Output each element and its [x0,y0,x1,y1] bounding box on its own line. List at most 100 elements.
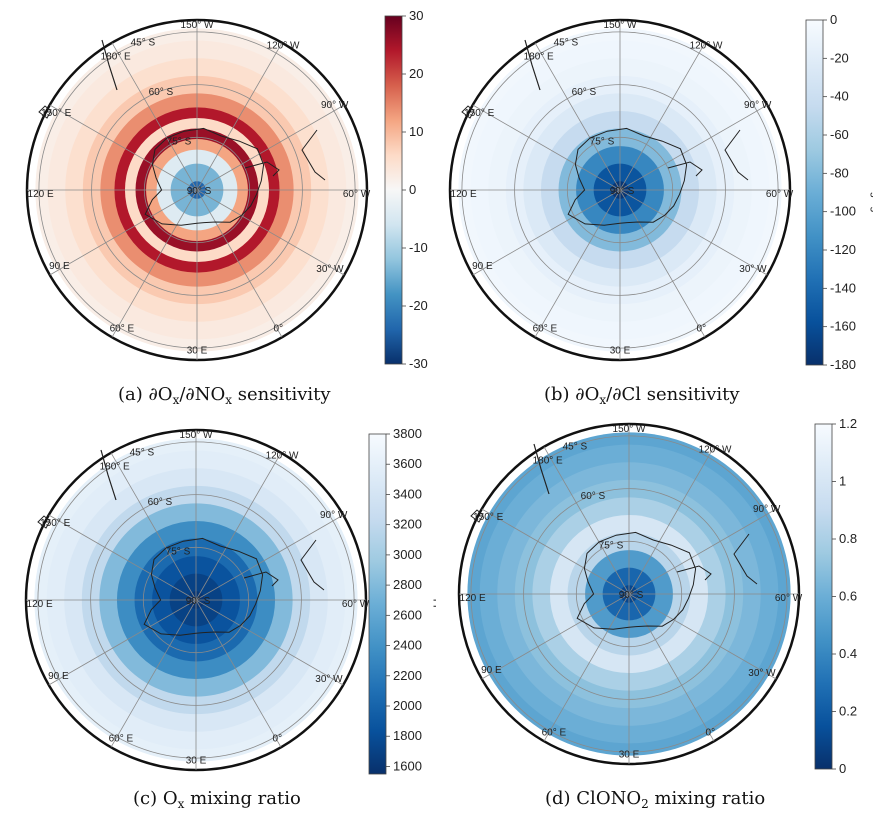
panel-b: 150° W 120° W 90° W 60° W 30° W 0° 30 E 60° E 90… [436,0,873,410]
longitude-label: 30° W [316,264,344,275]
colorbar-tick-label: -180 [830,357,856,372]
meridian-line [195,452,282,601]
colorbar-tick-label: 0 [830,12,837,27]
panel-a: 150° W 120° W 90° W 60° W 30° W 0° 30 E 60° E 90… [0,0,461,410]
longitude-label: 120 E [451,189,477,200]
colorbar-tick-label: -20 [409,298,428,313]
colorbar-tick-label: 0.2 [839,704,857,719]
panel-d: 150° W 120° W 90° W 60° W 30° W 0° 30 E 60° E 90… [436,412,873,814]
longitude-label: 150° E [41,108,71,119]
colorbar-tick-label: -160 [830,319,856,334]
meridian-line [110,599,197,748]
colorbar-tick-label: 3600 [393,456,422,471]
meridian-line [110,452,197,601]
longitude-label: 150° W [181,20,214,31]
colorbar-tick-label: -10 [409,240,428,255]
latitude-label: 75° S [590,136,615,147]
colorbar-tick-label: -60 [830,127,849,142]
longitude-label: 60° E [533,324,558,335]
longitude-label: 90° W [320,510,348,521]
longitude-label: 180° E [524,51,554,62]
meridian-line [628,446,715,595]
latitude-label: 45° S [554,37,579,48]
meridian-line [111,189,198,338]
longitude-label: 120 E [28,189,54,200]
colorbar-tick-label: 3400 [393,486,422,501]
longitude-label: 30° W [315,674,343,685]
new-zealand-coastline [101,39,118,91]
longitude-label: 90 E [481,665,502,676]
longitude-label: 60° E [110,324,135,335]
antarctica-coastline [576,531,697,630]
longitude-label: 150° W [613,424,646,435]
longitude-label: 120° W [266,451,299,462]
caption-a: (a) ∂Ox/∂NOx sensitivity [118,384,331,407]
meridian-line [534,42,621,191]
colorbar-tick-label: 2400 [393,638,422,653]
longitude-label: 120° W [267,41,300,52]
meridian-line [619,189,768,276]
colorbar-tick-label: 20 [409,66,423,81]
longitude-label: 30 E [187,346,208,357]
longitude-label: 120 E [460,593,486,604]
colorbar-tick-label: 1.2 [839,416,857,431]
latitude-label: 45° S [563,441,588,452]
tasmania-coastline [38,105,52,119]
tasmania-coastline [461,105,475,119]
meridian-line [628,593,715,742]
latitude-label: 75° S [167,136,192,147]
longitude-label: 180° E [533,455,563,466]
latitude-label: 90° S [186,596,211,607]
meridian-line [472,104,621,191]
longitude-label: 60° W [766,189,794,200]
longitude-label: 0° [273,734,283,745]
longitude-label: 150° E [40,518,70,529]
longitude-label: 60° E [109,734,134,745]
colorbar-tick-label: -40 [830,89,849,104]
longitude-label: 150° E [464,108,494,119]
longitude-label: 60° W [343,189,371,200]
colorbar-tick-label: 3000 [393,547,422,562]
meridian-line [481,508,630,595]
longitude-label: 150° E [473,512,503,523]
longitude-label: 180° E [101,51,131,62]
longitude-label: 180° E [100,461,130,472]
latitude-label: 60° S [149,87,174,98]
caption-d: (d) ClONO2 mixing ratio [545,788,766,811]
peninsula-coastline [243,571,279,587]
meridian-line [534,189,621,338]
tasmania-coastline [470,509,484,523]
longitude-label: 120° W [699,445,732,456]
peninsula-coastline [676,565,712,581]
latitude-label: 60° S [148,497,173,508]
meridian-line [196,189,345,276]
colorbar-tick-label: -100 [830,204,856,219]
colorbar-units: kg/kg [870,186,873,212]
colorbar-tick-label: 0 [409,182,416,197]
colorbar-tick-label: 30 [409,8,423,23]
colorbar-tick-label: 10 [409,124,423,139]
colorbar [368,433,387,775]
antarctica-coastline [567,127,688,226]
meridian-line [619,42,706,191]
meridian-line [481,593,630,680]
caption-c: (c) Ox mixing ratio [133,788,301,811]
south-america-coastline [733,533,758,585]
south-america-coastline [301,129,326,181]
longitude-label: 30 E [186,756,207,767]
meridian-line [49,104,198,191]
longitude-label: 90 E [49,261,70,272]
colorbar-tick-label: -120 [830,242,856,257]
new-zealand-coastline [533,443,550,495]
colorbar-tick-label: 0 [839,761,846,776]
colorbar-tick-label: -20 [830,50,849,65]
colorbar-tick-label: -30 [409,356,428,371]
polar-map-a: 150° W 120° W 90° W 60° W 30° W 0° 30 E 60° E 90… [25,8,461,371]
meridian-line [196,189,283,338]
meridian-line [195,599,282,748]
longitude-label: 90 E [48,671,69,682]
meridian-line [49,189,198,276]
latitude-label: 45° S [131,37,156,48]
colorbar-tick-label: -140 [830,280,856,295]
longitude-label: 0° [697,324,707,335]
